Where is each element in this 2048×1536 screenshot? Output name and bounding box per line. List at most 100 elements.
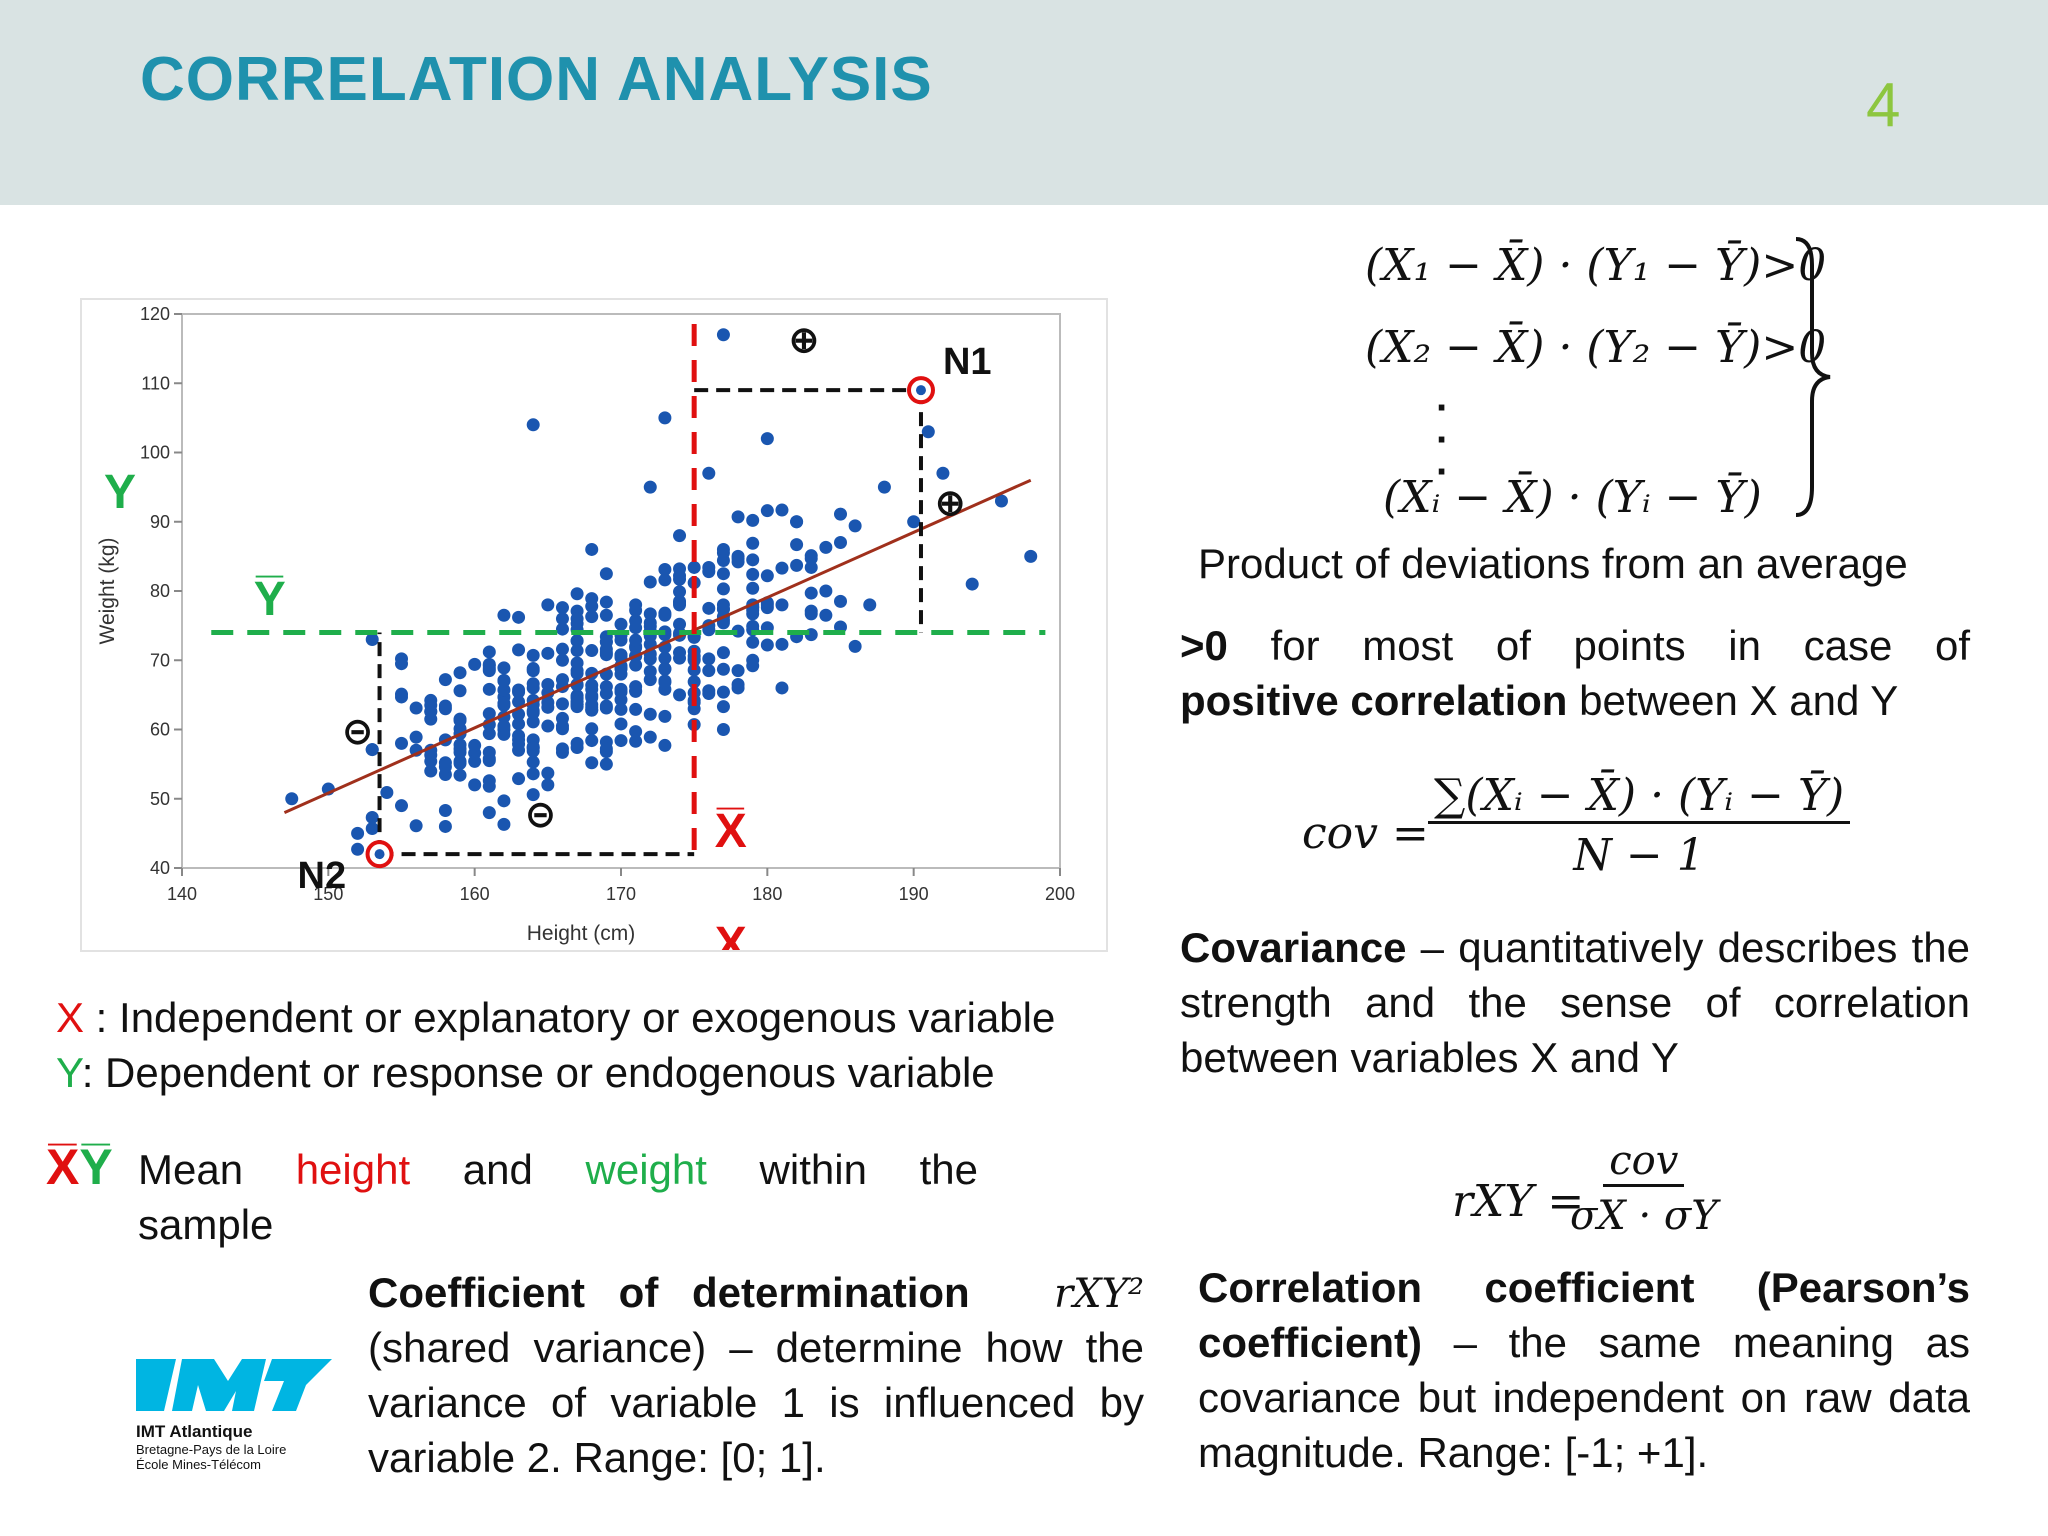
gt0-bold: >0 xyxy=(1180,622,1228,669)
highlight-point xyxy=(915,385,926,396)
scatter-point xyxy=(716,646,730,660)
scatter-point xyxy=(285,792,299,806)
scatter-point xyxy=(424,754,438,768)
imt-logo-mark xyxy=(136,1359,332,1411)
scatter-point xyxy=(512,737,526,751)
scatter-point xyxy=(673,594,687,608)
scatter-point xyxy=(643,619,657,633)
scatter-point xyxy=(673,688,687,702)
scatter-point xyxy=(541,778,555,792)
regression-line xyxy=(283,478,1032,814)
y-tick-label: 90 xyxy=(150,512,170,532)
scatter-point xyxy=(512,772,526,786)
y-tick-label: 50 xyxy=(150,789,170,809)
logo-line2: Bretagne-Pays de la Loire xyxy=(136,1442,287,1457)
scatter-point xyxy=(424,704,438,718)
cov-fraction: ∑(Xᵢ − X̄) · (Yᵢ − Ȳ) N − 1 xyxy=(1428,770,1851,881)
scatter-point xyxy=(819,608,833,622)
scatter-point xyxy=(834,536,847,550)
scatter-point xyxy=(614,702,628,716)
scatter-point xyxy=(526,788,540,802)
scatter-point xyxy=(585,542,599,556)
cov-denominator: N − 1 xyxy=(1573,830,1705,881)
scatter-point xyxy=(629,658,643,672)
scatter-point xyxy=(395,799,408,813)
scatter-point xyxy=(599,757,613,771)
scatter-point xyxy=(629,633,643,647)
scatter-point xyxy=(541,719,555,733)
logo-line3: École Mines-Télécom xyxy=(136,1457,261,1472)
y-tick-label: 60 xyxy=(150,720,170,740)
scatter-point xyxy=(497,719,511,733)
scatter-point xyxy=(570,617,584,631)
gt0-line: >0 for most of points in case of xyxy=(1180,618,1970,673)
x-definition-letter: X xyxy=(56,994,85,1041)
scatter-point xyxy=(395,736,408,750)
mean-line: Mean height and weight within the xyxy=(138,1142,978,1197)
scatter-point xyxy=(541,766,555,780)
mean-within-word: within xyxy=(759,1146,867,1193)
scatter-point xyxy=(453,768,467,782)
scatter-point xyxy=(716,554,730,568)
imt-atlantique-logo: IMT Atlantique Bretagne-Pays de la Loire… xyxy=(136,1355,332,1472)
scatter-point xyxy=(702,664,716,678)
x-tick-label: 170 xyxy=(606,884,636,904)
scatter-point xyxy=(731,510,745,524)
scatter-point xyxy=(673,569,687,583)
scatter-point xyxy=(965,577,979,591)
scatter-point xyxy=(716,602,730,616)
scatter-point xyxy=(731,551,745,565)
slide-header: CORRELATION ANALYSIS 4 xyxy=(0,0,2048,205)
deviation-product-i: (Xᵢ − X̄) · (Yᵢ − Ȳ) xyxy=(1383,472,1762,523)
scatter-point xyxy=(746,581,760,595)
scatter-point xyxy=(512,643,526,657)
scatter-point xyxy=(716,723,730,736)
scatter-point xyxy=(863,598,877,612)
y-tick-label: 40 xyxy=(150,858,170,878)
scatter-point xyxy=(555,622,569,636)
scatter-point xyxy=(570,695,584,709)
scatter-point xyxy=(468,738,482,752)
pearson-description: Correlation coefficient (Pearson’s coeff… xyxy=(1198,1260,1970,1480)
logo-name: IMT Atlantique xyxy=(136,1422,253,1441)
scatter-point xyxy=(746,536,760,550)
pos-corr-bold: positive correlation xyxy=(1180,677,1568,724)
scatter-point xyxy=(526,662,540,676)
scatter-point xyxy=(775,561,789,575)
scatter-point xyxy=(921,425,935,439)
scatter-point xyxy=(570,666,584,680)
covariance-rest: – quantitatively describes the strength … xyxy=(1180,924,1970,1081)
scatter-point xyxy=(702,652,716,666)
scatter-point xyxy=(702,466,716,480)
scatter-point xyxy=(848,519,862,533)
scatter-point xyxy=(365,810,379,824)
scatter-point xyxy=(819,540,833,554)
scatter-point xyxy=(365,632,379,646)
mean-word: Mean xyxy=(138,1146,244,1193)
product-caption: Product of deviations from an average xyxy=(1198,540,1908,587)
scatter-point xyxy=(716,567,730,581)
scatter-point xyxy=(834,594,847,608)
scatter-point xyxy=(643,652,657,666)
scatter-point xyxy=(585,592,599,606)
scatter-point xyxy=(585,734,599,748)
covariance-bold: Covariance xyxy=(1180,924,1407,971)
mean-x-symbol: X̅ xyxy=(46,1139,80,1195)
scatter-point xyxy=(746,553,760,567)
y-definition: Y: Dependent or response or endogenous v… xyxy=(56,1045,995,1100)
scatter-point xyxy=(482,707,496,721)
scatter-point xyxy=(643,480,657,494)
scatter-point xyxy=(599,646,613,660)
scatter-point xyxy=(790,558,804,572)
y-definition-text: : Dependent or response or endogenous va… xyxy=(81,1049,995,1096)
scatter-point xyxy=(629,603,643,617)
y-tick-label: 70 xyxy=(150,650,170,670)
x-tick-label: 150 xyxy=(313,884,343,904)
scatter-point xyxy=(658,411,672,425)
scatter-chart-frame: 140 150 160 170 180 190 200 40 50 60 70 80 90 100 110 1… xyxy=(80,298,1108,971)
scatter-point xyxy=(1024,549,1038,563)
scatter-point xyxy=(555,673,569,687)
scatter-point xyxy=(526,715,540,729)
scatter-point xyxy=(629,614,643,628)
scatter-point xyxy=(570,634,584,648)
